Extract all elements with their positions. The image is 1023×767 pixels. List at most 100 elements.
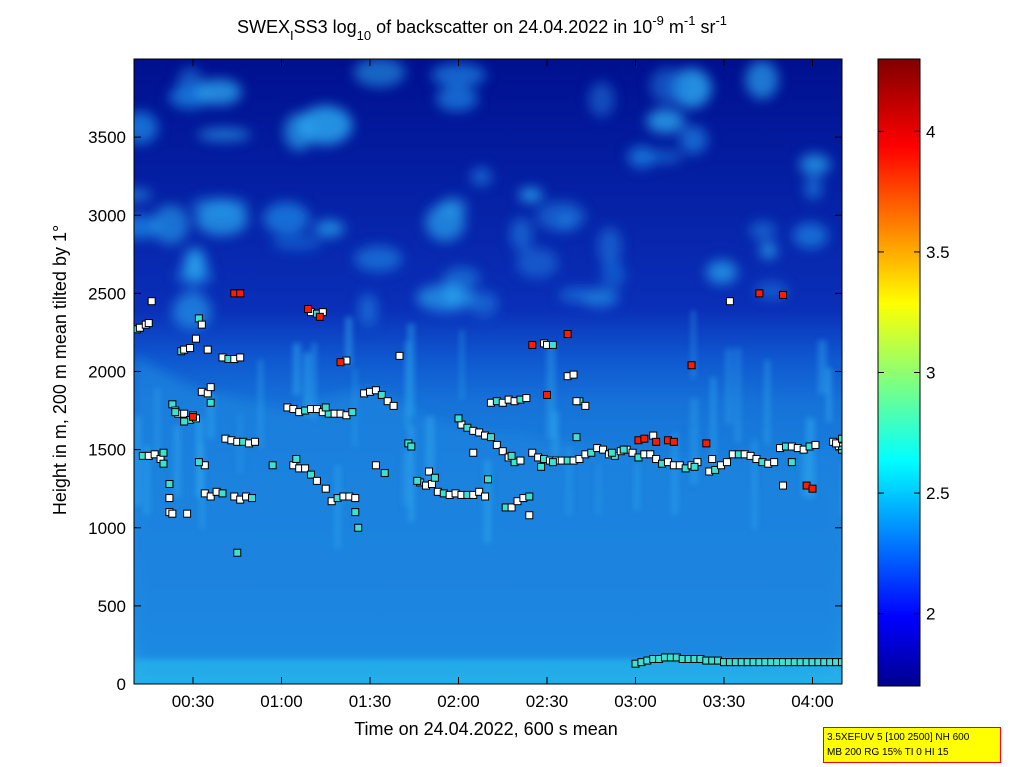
cloud-base-marker: [292, 455, 301, 463]
cloud-base-marker: [171, 408, 180, 417]
cloud-base-marker: [548, 458, 557, 467]
cloud-wisp: [314, 220, 345, 237]
cloud-base-marker: [383, 397, 392, 406]
title-suffix: of backscatter on 24.04.2022 in 10: [371, 17, 652, 37]
cloud-wisp: [679, 125, 708, 155]
cloud-wisp: [134, 188, 153, 202]
x-tick-label: 00:30: [172, 692, 215, 711]
aerosol-streak: [426, 416, 434, 485]
cloud-base-marker: [144, 319, 153, 328]
cloud-base-marker: [250, 437, 259, 446]
aerosol-streak: [407, 323, 415, 416]
cloud-wisp: [558, 287, 593, 303]
aerosol-streak: [566, 446, 572, 516]
info-line-2: MB 200 RG 15% TI 0 HI 15: [827, 747, 949, 758]
cloud-base-marker: [312, 476, 321, 485]
cloud-base-marker: [194, 458, 203, 467]
cloud-base-marker: [607, 448, 616, 457]
cloud-wisp: [180, 289, 205, 310]
info-line-1: 3.5XEFUV 5 [100 2500] NH 600: [827, 732, 970, 743]
colorbar-tick-label: 2.5: [926, 484, 950, 503]
cloud-base-marker: [454, 414, 463, 423]
cloud-base-marker: [575, 455, 584, 463]
cloud-base-marker: [425, 467, 433, 476]
aerosol-streak: [174, 425, 181, 498]
cloud-base-marker: [180, 417, 189, 426]
cloud-base-marker: [159, 459, 168, 468]
aerosol-streak: [840, 463, 842, 517]
y-tick-label: 3000: [88, 206, 126, 225]
cloud-wisp: [706, 260, 738, 285]
x-tick-label: 03:00: [614, 692, 657, 711]
cloud-base-marker: [779, 481, 787, 490]
cloud-base-marker: [832, 439, 841, 448]
cloud-wisp: [354, 245, 403, 272]
title-prefix-sub: I: [290, 28, 294, 43]
cloud-base-marker: [206, 383, 215, 392]
strong-return-marker: [755, 289, 764, 298]
strong-return-marker: [669, 437, 678, 446]
plot-area: [134, 59, 842, 684]
cloud-base-marker: [395, 351, 404, 360]
y-tick-label: 2000: [88, 363, 126, 382]
surface-layer-marker: [838, 658, 842, 667]
cloud-base-marker: [516, 456, 525, 465]
cloud-base-marker: [168, 509, 177, 518]
cloud-wisp: [760, 242, 778, 259]
cloud-base-marker: [722, 458, 731, 467]
cloud-wisp: [646, 108, 685, 134]
cloud-wisp: [442, 267, 481, 288]
cloud-base-marker: [321, 484, 330, 493]
cloud-base-marker: [522, 394, 531, 403]
aerosol-streak: [345, 316, 353, 366]
cloud-base-marker: [321, 403, 330, 412]
cloud-wisp: [600, 261, 626, 289]
strong-return-marker: [652, 437, 661, 446]
aerosol-streak: [484, 460, 491, 544]
y-axis-label: Height in m, 200 m mean tilted by 1°: [50, 225, 70, 515]
cloud-base-marker: [430, 473, 439, 482]
cloud-wisp: [358, 293, 378, 327]
aerosol-streak: [826, 367, 832, 423]
colorbar-tick-label: 2: [926, 605, 935, 624]
aerosol-streak: [258, 359, 263, 448]
cloud-wisp: [284, 113, 314, 151]
cloud-wisp: [516, 247, 559, 279]
cloud-base-marker: [268, 461, 277, 470]
cloud-base-marker: [236, 353, 245, 362]
aerosol-streak: [734, 347, 742, 443]
cloud-base-marker: [548, 340, 557, 349]
cloud-base-marker: [197, 320, 206, 329]
x-tick-label: 04:00: [791, 692, 834, 711]
cloud-base-marker: [525, 492, 534, 501]
cloud-base-marker: [186, 344, 195, 353]
processing-info-box: 3.5XEFUV 5 [100 2500] NH 600 MB 200 RG 1…: [823, 727, 1001, 763]
aerosol-streak: [806, 417, 815, 498]
aerosol-streak: [144, 444, 150, 516]
cloud-wisp: [627, 145, 656, 169]
cloud-base-marker: [481, 492, 490, 501]
cloud-base-marker: [233, 548, 242, 557]
strong-return-marker: [640, 434, 649, 443]
cloud-base-marker: [351, 508, 360, 517]
cloud-base-marker: [690, 462, 699, 471]
strong-return-marker: [236, 289, 245, 298]
cloud-base-marker: [599, 445, 608, 454]
colorbar-tick-label: 3.5: [926, 243, 950, 262]
cloud-wisp: [197, 128, 251, 142]
cloud-wisp: [431, 63, 487, 87]
cloud-base-marker: [348, 408, 357, 417]
cloud-base-marker: [307, 470, 315, 479]
cloud-wisp: [195, 202, 248, 236]
cloud-wisp: [799, 153, 831, 176]
y-tick-label: 500: [98, 597, 126, 616]
cloud-base-marker: [377, 390, 386, 399]
cloud-base-marker: [725, 297, 734, 306]
aerosol-streak: [710, 377, 716, 467]
colorbar-ticks: 2 2.5 3 3.5 4: [878, 122, 950, 624]
cloud-wisp: [745, 60, 779, 100]
strong-return-marker: [702, 439, 711, 448]
aerosol-streak: [725, 348, 733, 425]
